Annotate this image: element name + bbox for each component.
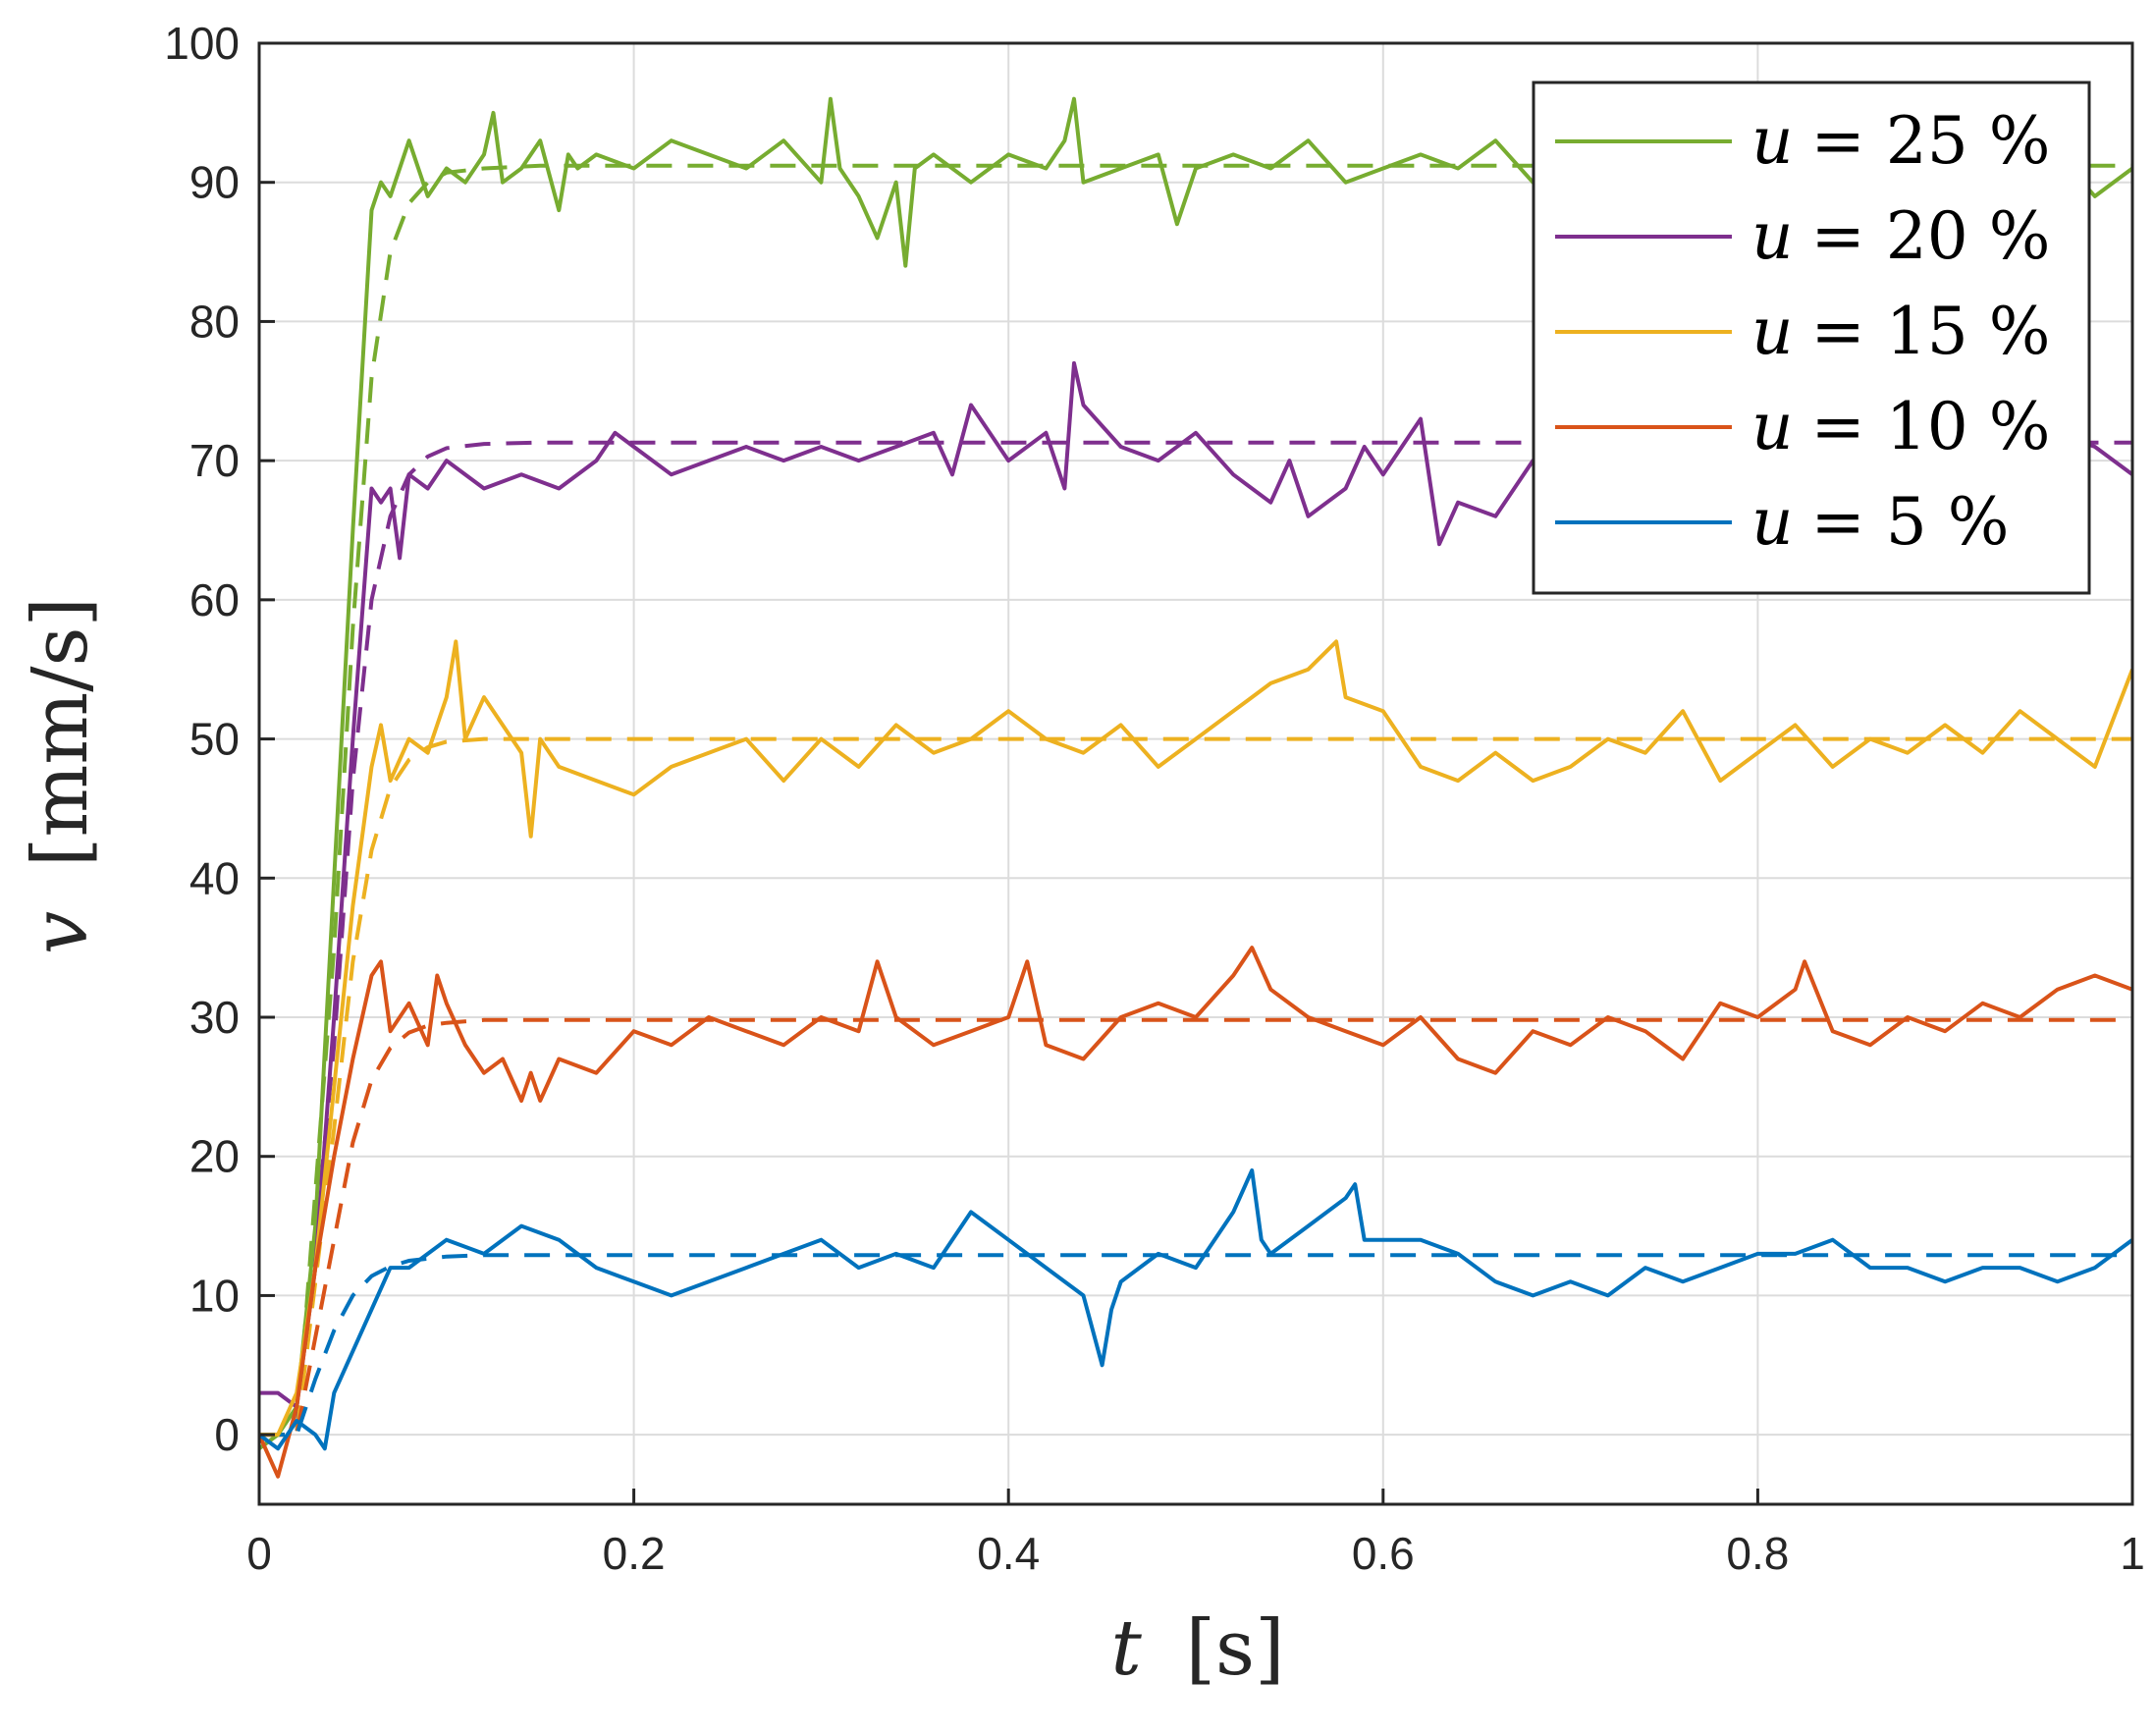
legend-value: = 15 % — [1811, 294, 2051, 369]
x-tick-label: 0.8 — [1726, 1528, 1789, 1579]
measured-line-u5 — [259, 1167, 2132, 1451]
y-tick-label: 0 — [214, 1409, 240, 1460]
y-tick-label: 80 — [189, 296, 240, 347]
model-line-u25 — [259, 163, 2132, 1438]
y-tick-label: 100 — [164, 18, 240, 69]
legend-var: u — [1751, 389, 1794, 464]
legend: u = 25 %u = 20 %u = 15 %u = 10 %u = 5 % — [1532, 81, 2091, 595]
model-line-u5 — [259, 1253, 2132, 1438]
x-axis-label-unit: [s] — [1186, 1604, 1285, 1693]
y-axis-label: v [mm/s] — [17, 597, 105, 954]
y-tick-label: 20 — [189, 1131, 240, 1182]
y-tick-label: 10 — [189, 1270, 240, 1321]
x-tick-label: 0.6 — [1352, 1528, 1415, 1579]
legend-label-u25: u = 25 % — [1751, 103, 2050, 179]
y-axis-label-var: v — [17, 911, 105, 954]
x-tick-label: 0.4 — [977, 1528, 1040, 1579]
legend-value: = 20 % — [1811, 198, 2051, 274]
legend-var: u — [1751, 103, 1794, 179]
x-axis-label: t [s] — [1110, 1604, 1284, 1693]
legend-label-u10: u = 10 % — [1751, 389, 2050, 464]
legend-label-u20: u = 20 % — [1751, 198, 2050, 274]
model-line-u10 — [259, 1017, 2132, 1438]
legend-value: = 5 % — [1811, 484, 2010, 560]
x-tick-label: 0 — [246, 1528, 272, 1579]
axes-box — [257, 41, 2134, 1506]
y-tick-label: 50 — [189, 714, 240, 765]
x-axis-label-var: t — [1110, 1604, 1142, 1693]
y-tick-label: 40 — [189, 852, 240, 903]
legend-var: u — [1751, 198, 1794, 274]
y-tick-label: 90 — [189, 157, 240, 208]
y-tick-label: 60 — [189, 574, 240, 625]
y-tick-label: 70 — [189, 435, 240, 486]
legend-label-u5: u = 5 % — [1751, 484, 2009, 560]
legend-value: = 25 % — [1811, 103, 2051, 179]
measured-line-u15 — [259, 639, 2132, 1438]
model-line-u15 — [259, 736, 2132, 1438]
y-tick-label: 30 — [189, 992, 240, 1043]
measured-line-u10 — [259, 946, 2132, 1479]
x-tick-label: 0.2 — [603, 1528, 666, 1579]
model-lines — [259, 163, 2132, 1438]
legend-box — [1532, 81, 2091, 595]
legend-value: = 10 % — [1811, 389, 2051, 464]
y-axis-label-unit: [mm/s] — [17, 597, 105, 867]
model-line-u20 — [259, 440, 2132, 1438]
legend-var: u — [1751, 484, 1794, 560]
legend-var: u — [1751, 294, 1794, 369]
legend-label-u15: u = 15 % — [1751, 294, 2050, 369]
x-tick-label: 1 — [2120, 1528, 2145, 1579]
